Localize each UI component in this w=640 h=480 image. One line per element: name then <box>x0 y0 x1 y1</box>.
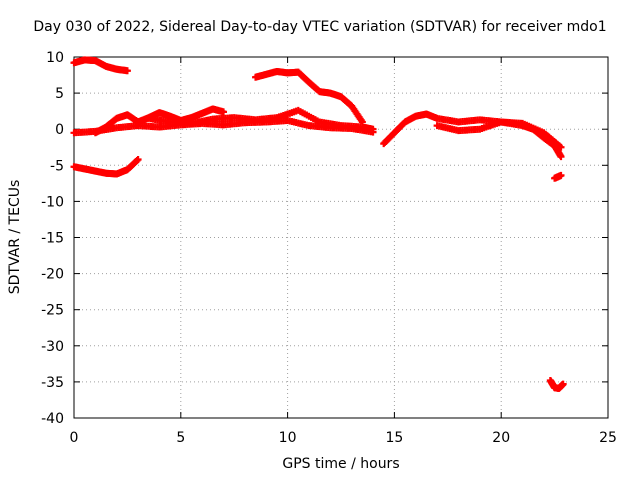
series-track-a <box>70 56 131 75</box>
x-tick-label: 5 <box>176 430 185 446</box>
data-point <box>220 108 228 116</box>
data-point <box>557 153 565 161</box>
y-tick-label: -25 <box>41 303 64 319</box>
data-point <box>369 125 377 133</box>
y-tick-label: 5 <box>55 86 64 102</box>
data-point <box>557 171 565 179</box>
y-axis-label: SDTVAR / TECUs <box>7 179 23 295</box>
series-track-h <box>433 118 565 151</box>
data-point <box>559 380 567 388</box>
x-tick-label: 10 <box>279 430 297 446</box>
y-tick-label: -5 <box>50 158 64 174</box>
data-point <box>123 67 131 75</box>
y-tick-label: -20 <box>41 267 64 283</box>
x-tick-label: 0 <box>70 430 79 446</box>
data-point <box>358 118 366 126</box>
y-tick-label: -30 <box>41 339 64 355</box>
x-tick-label: 25 <box>599 430 617 446</box>
y-tick-label: -35 <box>41 375 64 391</box>
series-track-b <box>70 156 142 178</box>
y-tick-label: -40 <box>41 411 64 427</box>
series-track-f <box>252 67 366 126</box>
series-track-i <box>551 171 565 182</box>
x-tick-label: 15 <box>385 430 403 446</box>
y-tick-label: -10 <box>41 194 64 210</box>
series-track-j <box>546 376 567 392</box>
x-axis-label: GPS time / hours <box>282 456 400 472</box>
data-point <box>557 143 565 151</box>
x-tick-label: 20 <box>492 430 510 446</box>
y-tick-label: 10 <box>46 50 64 66</box>
y-tick-label: 0 <box>55 122 64 138</box>
y-tick-label: -15 <box>41 231 64 247</box>
series-track-g <box>380 110 565 161</box>
series-track-e <box>145 106 377 133</box>
data-point <box>134 156 142 164</box>
chart-title: Day 030 of 2022, Sidereal Day-to-day VTE… <box>33 19 607 35</box>
